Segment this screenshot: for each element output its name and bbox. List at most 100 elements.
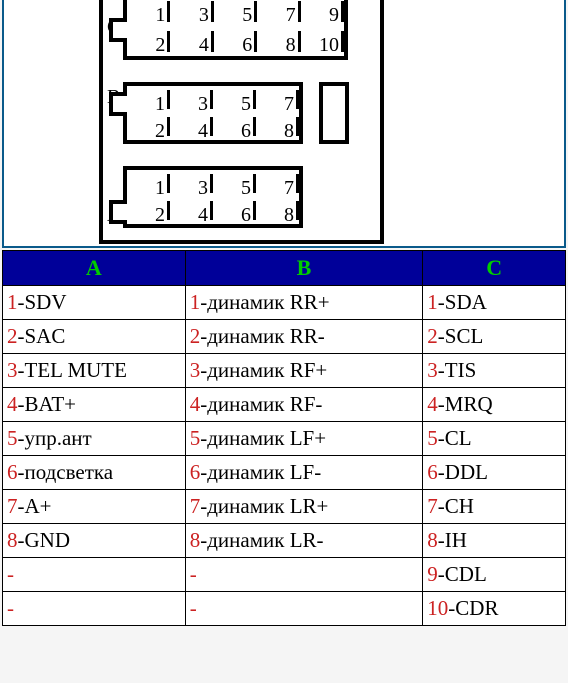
pin-cell: 5 [214, 1, 257, 22]
pin-cell: 2 [127, 31, 170, 52]
cell-c: 3-TIS [423, 354, 566, 388]
pin-number: 6 [7, 460, 18, 484]
pin-label: -CDR [448, 596, 498, 620]
cell-a: 6-подсветка [3, 456, 186, 490]
pin-cell: 4 [170, 117, 213, 136]
pin-label: -SAC [18, 324, 66, 348]
cell-b: - [185, 558, 423, 592]
cell-a: 4-BAT+ [3, 388, 186, 422]
pin-number: 9 [427, 562, 438, 586]
pin-number: 3 [427, 358, 438, 382]
pin-cell: 7 [257, 1, 300, 22]
pin-label: -MRQ [438, 392, 493, 416]
pin-number: 5 [7, 426, 18, 450]
cell-c: 4-MRQ [423, 388, 566, 422]
pin-number: 3 [7, 358, 18, 382]
cell-a: - [3, 558, 186, 592]
pin-label: -динамик RF- [200, 392, 322, 416]
table-row: 5-упр.ант5-динамик LF+5-CL [3, 422, 566, 456]
pin-label: -динамик LR- [200, 528, 323, 552]
pin-cell: 3 [170, 174, 213, 193]
table-row: 1-SDV1-динамик RR+1-SDA [3, 286, 566, 320]
pin-cell: 6 [213, 201, 256, 220]
cell-a: 2-SAC [3, 320, 186, 354]
pin-number: 5 [427, 426, 438, 450]
cell-b: 8-динамик LR- [185, 524, 423, 558]
cell-c: 5-CL [423, 422, 566, 456]
cell-a: 3-TEL MUTE [3, 354, 186, 388]
cell-b: 2-динамик RR- [185, 320, 423, 354]
pin-cell: 9 [301, 1, 344, 22]
pin-cell: 7 [256, 174, 299, 193]
connector-B: B13572468 [123, 82, 303, 144]
cell-b: 5-динамик LF+ [185, 422, 423, 456]
side-slot [319, 82, 349, 144]
pin-number: 2 [7, 324, 18, 348]
pin-label: -подсветка [18, 460, 114, 484]
pin-cell: 6 [214, 31, 257, 52]
pin-label: -динамик LF+ [200, 426, 326, 450]
cell-b: - [185, 592, 423, 626]
pin-number: 1 [190, 290, 201, 314]
col-header-a: A [3, 251, 186, 286]
pin-number: 6 [427, 460, 438, 484]
connector-outline: C13579246810B13572468A13572468 [99, 0, 384, 244]
pin-label: -SDV [18, 290, 67, 314]
pin-number: 3 [190, 358, 201, 382]
pin-label: -динамик RR- [200, 324, 324, 348]
pin-cell: 10 [301, 31, 344, 52]
pin-number: 2 [190, 324, 201, 348]
pin-cell: 8 [257, 31, 300, 52]
pin-cell: 2 [127, 201, 170, 220]
pin-row: 13579 [127, 0, 344, 26]
cell-a: 5-упр.ант [3, 422, 186, 456]
pin-number: 8 [427, 528, 438, 552]
pin-number: 4 [427, 392, 438, 416]
cell-c: 10-CDR [423, 592, 566, 626]
connector-notch-B [109, 92, 127, 116]
connector-notch-C [109, 18, 127, 42]
pin-number: 4 [190, 392, 201, 416]
pin-cell: 7 [256, 90, 299, 109]
col-header-b: B [185, 251, 423, 286]
table-row: 4-BAT+4-динамик RF-4-MRQ [3, 388, 566, 422]
pin-label: -динамик LR+ [200, 494, 328, 518]
cell-b: 1-динамик RR+ [185, 286, 423, 320]
connector-notch-A [109, 200, 127, 224]
pin-label: -CH [438, 494, 474, 518]
table-row: --10-CDR [3, 592, 566, 626]
pin-number: - [7, 562, 14, 586]
pin-label: -DDL [438, 460, 488, 484]
pin-label: -динамик RF+ [200, 358, 327, 382]
pin-cell: 5 [213, 174, 256, 193]
pin-label: -динамик LF- [200, 460, 321, 484]
pin-number: 10 [427, 596, 448, 620]
pin-cell: 8 [256, 201, 299, 220]
cell-b: 3-динамик RF+ [185, 354, 423, 388]
pin-label: -TIS [438, 358, 477, 382]
table-row: 2-SAC2-динамик RR-2-SCL [3, 320, 566, 354]
cell-a: 1-SDV [3, 286, 186, 320]
connector-diagram: C13579246810B13572468A13572468 [2, 0, 566, 248]
connector-C: C13579246810 [123, 0, 348, 60]
pin-number: 7 [7, 494, 18, 518]
pin-label: -SDA [438, 290, 487, 314]
pin-row: 1357 [127, 86, 299, 113]
cell-c: 9-CDL [423, 558, 566, 592]
pin-number: 7 [427, 494, 438, 518]
pin-number: 8 [190, 528, 201, 552]
cell-c: 8-IH [423, 524, 566, 558]
table-row: --9-CDL [3, 558, 566, 592]
pin-row: 246810 [127, 26, 344, 56]
table-row: 7-A+7-динамик LR+7-CH [3, 490, 566, 524]
cell-c: 2-SCL [423, 320, 566, 354]
pinout-header-row: A B C [3, 251, 566, 286]
pinout-table: A B C 1-SDV1-динамик RR+1-SDA2-SAC2-дина… [2, 250, 566, 626]
cell-b: 4-динамик RF- [185, 388, 423, 422]
cell-a: 7-A+ [3, 490, 186, 524]
pin-cell: 8 [256, 117, 299, 136]
pin-number: 1 [427, 290, 438, 314]
cell-c: 7-CH [423, 490, 566, 524]
cell-a: 8-GND [3, 524, 186, 558]
table-row: 3-TEL MUTE3-динамик RF+3-TIS [3, 354, 566, 388]
